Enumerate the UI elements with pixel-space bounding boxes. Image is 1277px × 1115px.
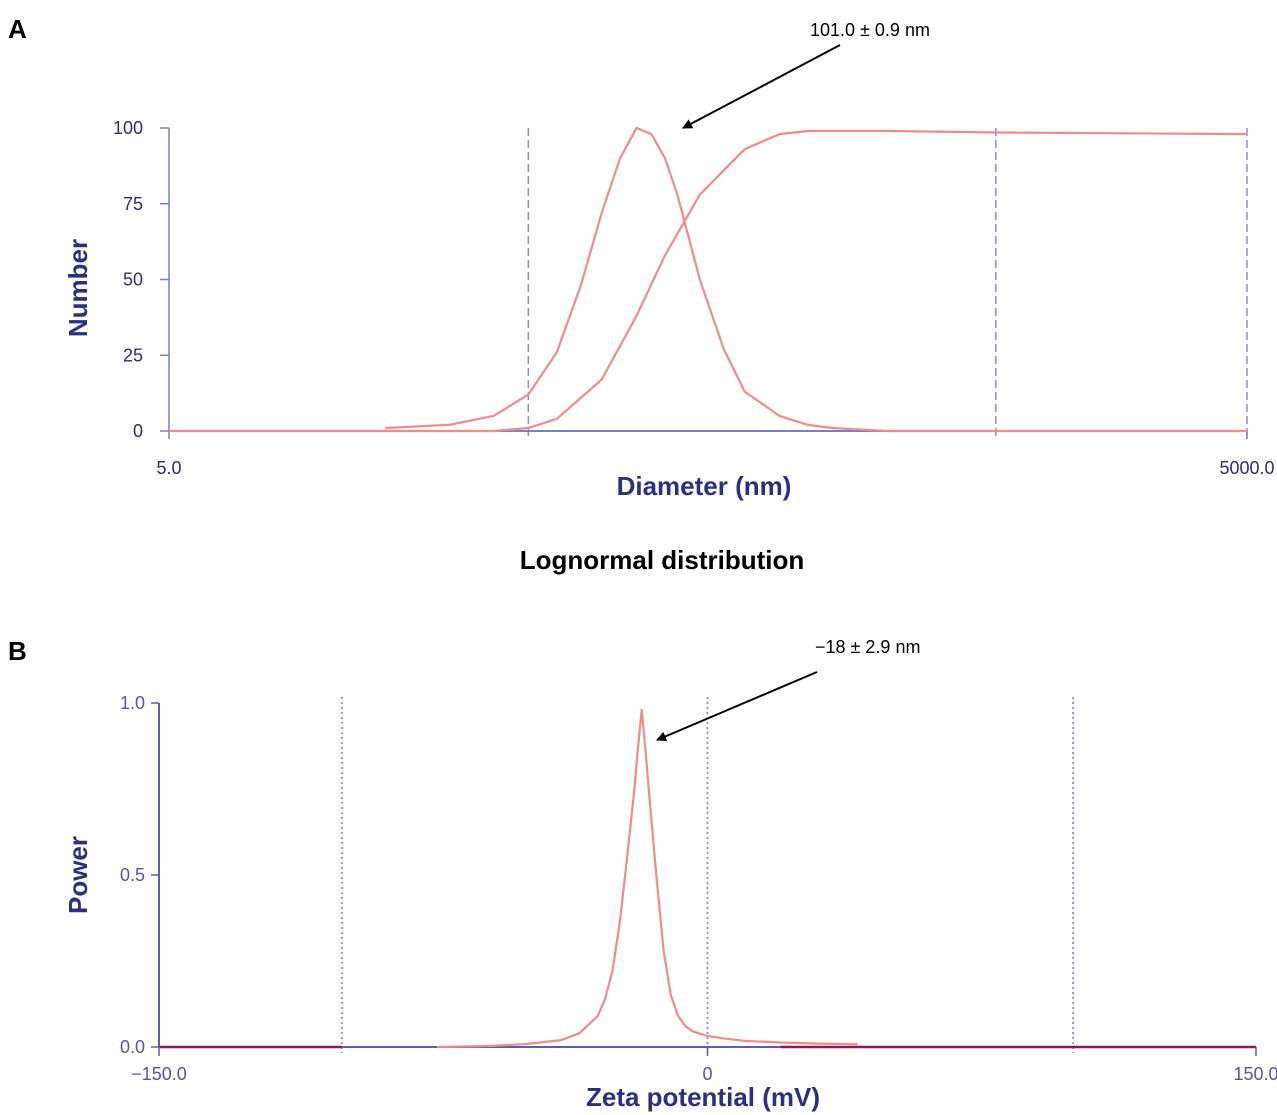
panel-b-series <box>436 708 858 1049</box>
panel-b-x-axis-title: Zeta potential (mV) <box>586 1082 820 1112</box>
panel-a-label: A <box>8 14 27 44</box>
panel-a-y-tick-label: 100 <box>113 118 143 138</box>
panel-b-label: B <box>8 636 27 666</box>
panel-b-y-tick-label: 0.5 <box>120 865 145 885</box>
panel-a-x-axis-title: Diameter (nm) <box>617 471 792 501</box>
panel-b-y-tick-label: 1.0 <box>120 693 145 713</box>
panel-b-y-ticks: 0.0 0.5 1.0 <box>120 693 159 1057</box>
panel-b-gridlines <box>340 697 1075 1053</box>
panel-a-x-tick-label: 5000.0 <box>1219 458 1274 478</box>
panel-a-gridlines <box>527 128 1248 439</box>
panel-b-x-tick-label: 0 <box>702 1064 712 1084</box>
panel-a-y-tick-label: 0 <box>133 421 143 441</box>
panel-a-x-ticks: 5.0 5000.0 <box>156 431 1275 478</box>
panel-b-x-ticks: −150.0 0 150.0 <box>131 1047 1277 1084</box>
panel-b-y-axis-title: Power <box>63 836 93 914</box>
panel-a-axes <box>168 128 1247 432</box>
panel-a-annotation: 101.0 ± 0.9 nm <box>810 20 930 40</box>
panel-a-y-tick-label: 50 <box>123 270 143 290</box>
panel-b-annotation: −18 ± 2.9 nm <box>815 637 920 657</box>
panel-a-y-ticks: 0 25 50 75 100 <box>113 118 169 441</box>
panel-b-annotation-arrow <box>656 671 818 742</box>
panel-a-chart: A 0 25 50 75 100 5.0 5000.0 Diameter (nm) Num… <box>8 14 1275 501</box>
panel-b-axes <box>158 703 1256 1049</box>
panel-a-series-cumulative <box>169 129 1248 433</box>
panel-a-x-tick-label: 5.0 <box>156 458 181 478</box>
panel-a-series <box>169 126 1248 433</box>
panel-a-y-tick-label: 75 <box>123 194 143 214</box>
panel-a-y-axis-title: Number <box>63 239 93 337</box>
panel-b-series-distribution <box>436 708 858 1049</box>
panel-b-y-tick-label: 0.0 <box>120 1037 145 1057</box>
panel-b-x-tick-label: 150.0 <box>1233 1064 1277 1084</box>
panel-a-y-tick-label: 25 <box>123 345 143 365</box>
panel-a-annotation-arrow <box>682 44 841 129</box>
subtitle: Lognormal distribution <box>520 545 805 575</box>
panel-b-chart: B 0.0 0.5 1.0 −150.0 0 150.0 Zeta potential … <box>8 636 1277 1112</box>
panel-b-x-tick-label: −150.0 <box>131 1064 187 1084</box>
panel-a-series-distribution <box>385 126 1247 433</box>
